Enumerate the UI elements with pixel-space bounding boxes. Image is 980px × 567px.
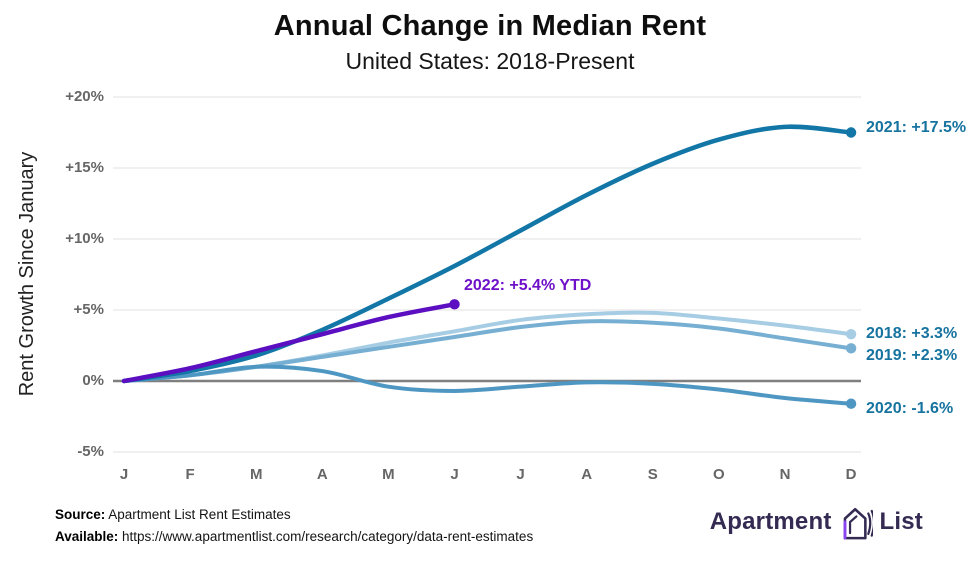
x-tick-label: J <box>119 466 129 483</box>
chart-subtitle: United States: 2018-Present <box>345 48 635 74</box>
source-label: Source: <box>55 507 106 522</box>
x-tick-label: M <box>382 466 395 483</box>
logo-word-list: List <box>879 508 923 535</box>
x-tick-label: J <box>450 466 459 483</box>
series-label-2020: 2020: -1.6% <box>866 400 954 417</box>
x-tick-label: S <box>647 466 658 483</box>
available-line: Available: https://www.apartmentlist.com… <box>55 529 533 544</box>
x-tick-label: N <box>779 466 791 483</box>
y-tick-label: 0% <box>82 372 104 389</box>
x-tick-label: O <box>713 466 725 483</box>
y-tick-label: +20% <box>65 88 104 105</box>
source-line: Source: Apartment List Rent Estimates <box>55 507 291 522</box>
x-tick-label: A <box>581 466 593 483</box>
available-label: Available: <box>55 529 119 544</box>
series-label-2019: 2019: +2.3% <box>866 347 958 364</box>
y-tick-label: -5% <box>77 443 104 460</box>
x-tick-label: M <box>249 466 263 483</box>
y-tick-label: +10% <box>65 230 104 247</box>
series-label-2022: 2022: +5.4% YTD <box>464 277 592 294</box>
source-text: Apartment List Rent Estimates <box>105 507 291 522</box>
x-tick-label: J <box>516 466 525 483</box>
x-tick-label: D <box>845 466 857 483</box>
series-label-2021: 2021: +17.5% <box>866 119 967 136</box>
apartment-list-logo: Apartment List <box>710 502 923 542</box>
logo-word-apartment: Apartment <box>709 508 832 535</box>
apartment-list-house-icon <box>843 507 873 540</box>
x-tick-label: A <box>316 466 328 483</box>
available-text: https://www.apartmentlist.com/research/c… <box>118 529 534 544</box>
x-tick-label: F <box>185 466 195 483</box>
y-tick-label: +5% <box>73 301 104 318</box>
y-tick-label: +15% <box>65 159 104 176</box>
series-label-2018: 2018: +3.3% <box>866 325 958 342</box>
chart-title: Annual Change in Median Rent <box>273 10 707 42</box>
